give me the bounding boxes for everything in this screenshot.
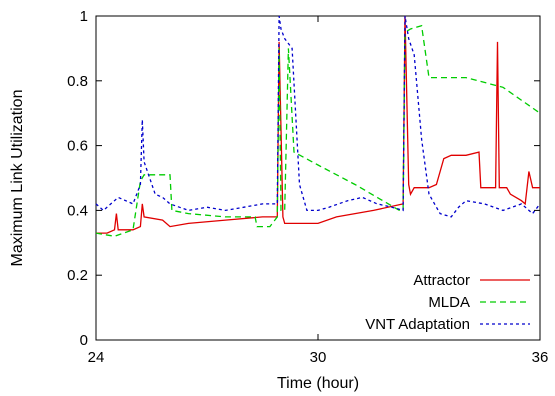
y-tick-label: 0 (80, 332, 88, 349)
series-line-1 (96, 15, 540, 234)
y-tick-label: 0.8 (67, 73, 88, 90)
series-line-3 (95, 15, 541, 218)
legend: Attractor MLDA VNT Adaptation (365, 272, 530, 333)
y-axis-label: Maximum Link Utilization (9, 90, 26, 267)
x-tick-label: 36 (532, 349, 549, 366)
legend-label: Attractor (413, 272, 470, 289)
y-tick-label: 0.4 (67, 202, 88, 219)
x-axis: 24 30 36 (88, 16, 549, 366)
y-tick-label: 0.2 (67, 267, 88, 284)
plot-area (95, 15, 541, 341)
y-tick-label: 0.6 (67, 138, 88, 155)
series-layer (95, 15, 541, 237)
plot-frame (95, 15, 541, 341)
legend-label: MLDA (428, 294, 470, 311)
series-line-2 (95, 24, 541, 237)
x-tick-label: 30 (310, 349, 327, 366)
x-axis-label: Time (hour) (277, 375, 359, 392)
legend-label: VNT Adaptation (365, 316, 470, 333)
y-tick-label: 1 (80, 8, 88, 25)
x-tick-label: 24 (88, 349, 105, 366)
y-axis: 0 0.2 0.4 0.6 0.8 1 (67, 8, 540, 349)
